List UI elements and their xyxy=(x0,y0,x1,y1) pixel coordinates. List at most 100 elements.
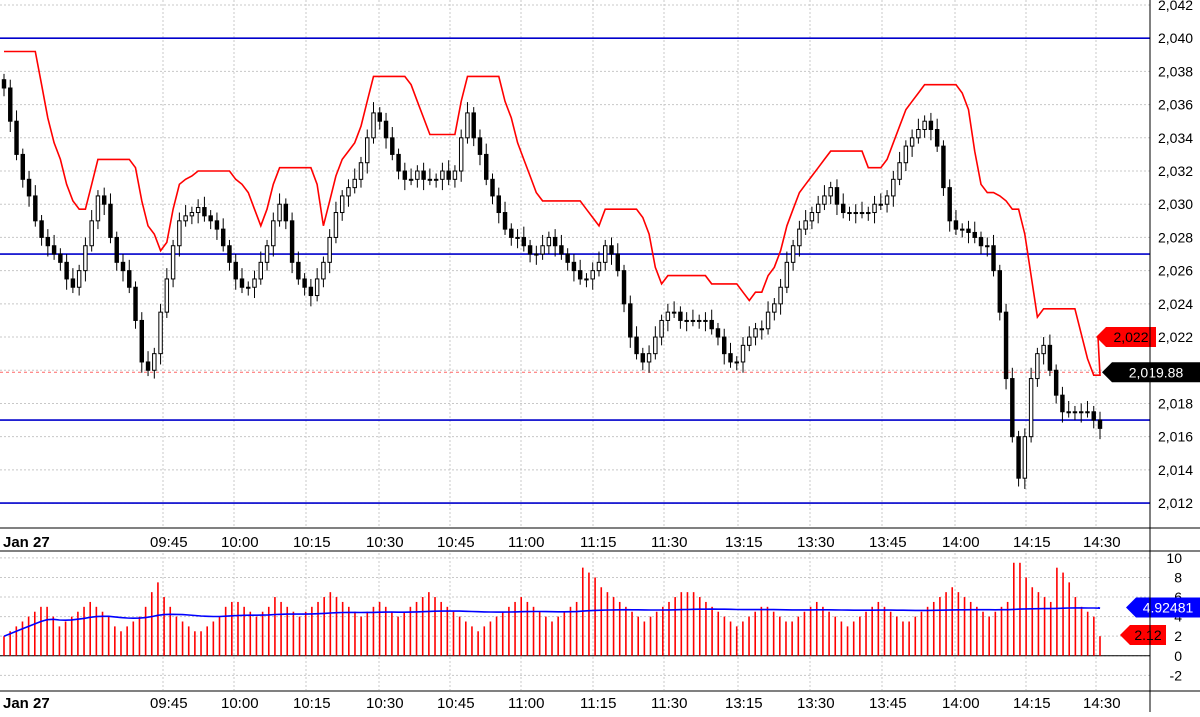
candle xyxy=(765,311,771,330)
volume-time-label: 11:00 xyxy=(508,695,544,712)
candle xyxy=(609,245,614,255)
candle xyxy=(815,203,821,214)
candle xyxy=(458,137,464,172)
candle xyxy=(296,261,301,280)
price-time-label: 10:00 xyxy=(221,534,259,551)
price-tick-label: 2,034 xyxy=(1158,130,1193,146)
candle xyxy=(1041,344,1046,355)
candle xyxy=(64,261,69,280)
candle xyxy=(1053,369,1059,396)
price-red-line xyxy=(4,50,1101,377)
volume-time-label: 13:30 xyxy=(797,695,835,712)
price-tick-label: 2,018 xyxy=(1158,395,1193,411)
price-time-label: Jan 27 xyxy=(3,534,50,551)
candle xyxy=(108,203,113,238)
price-time-label: 10:45 xyxy=(437,534,475,551)
volume-tick-label: 6 xyxy=(1174,589,1182,605)
candle xyxy=(139,319,145,363)
price-tick-label: 2,026 xyxy=(1158,263,1193,279)
candle xyxy=(421,170,426,180)
volume-last-tag-shape xyxy=(1120,625,1166,646)
candle xyxy=(884,195,890,205)
candle xyxy=(715,328,721,338)
candle xyxy=(26,178,32,197)
volume-time-label: 10:15 xyxy=(293,695,331,712)
candle xyxy=(101,195,107,205)
candle xyxy=(978,236,984,247)
price-tick-label: 2,038 xyxy=(1158,63,1193,79)
candle xyxy=(158,311,163,355)
candle xyxy=(321,261,326,280)
candle xyxy=(114,236,119,263)
candle xyxy=(227,245,232,263)
volume-time-label: 14:15 xyxy=(1013,695,1051,712)
candle xyxy=(515,236,520,239)
candle xyxy=(552,236,558,247)
price-tick-label: 2,022 xyxy=(1158,329,1193,345)
candle xyxy=(120,261,126,272)
candle xyxy=(690,319,696,322)
candle xyxy=(358,162,364,180)
volume-tick-label: 2 xyxy=(1174,628,1182,644)
candle xyxy=(233,261,238,280)
price-time-label: 14:00 xyxy=(942,534,980,551)
candle xyxy=(8,87,13,122)
candle xyxy=(753,328,758,338)
candle xyxy=(809,212,815,222)
candle xyxy=(346,187,351,197)
candle xyxy=(534,253,539,256)
candle xyxy=(778,286,783,305)
candle xyxy=(484,153,489,180)
price-time-label: 11:30 xyxy=(651,534,687,551)
candle xyxy=(51,245,57,255)
candle xyxy=(76,270,82,288)
price-tick-label: 2,016 xyxy=(1158,429,1193,445)
candle xyxy=(490,178,495,197)
price-time-label: 14:30 xyxy=(1083,534,1121,551)
candle xyxy=(452,170,458,180)
candle xyxy=(803,220,808,230)
candle xyxy=(922,120,927,131)
candle xyxy=(252,278,257,288)
candle xyxy=(302,278,307,288)
candle xyxy=(83,245,88,272)
candle xyxy=(853,212,858,215)
average-line-tag-shape xyxy=(1126,597,1200,618)
candle xyxy=(584,278,589,281)
candle xyxy=(202,207,207,217)
candle xyxy=(759,328,765,331)
current-price-tag-text: 2,019.88 xyxy=(1129,364,1184,380)
price-time-label: 11:00 xyxy=(508,534,544,551)
candle xyxy=(841,203,846,214)
candle xyxy=(327,236,332,263)
candle xyxy=(859,212,865,215)
candle xyxy=(947,187,952,222)
price-tick-label: 2,042 xyxy=(1158,0,1193,13)
candle xyxy=(684,319,689,322)
candle xyxy=(195,207,201,214)
price-time-label: 14:15 xyxy=(1013,534,1051,551)
candle xyxy=(916,129,921,139)
candle xyxy=(897,162,902,180)
red-line-tag: 2,022 xyxy=(1096,327,1156,348)
candle xyxy=(365,137,370,164)
candle xyxy=(1022,436,1028,479)
candle xyxy=(747,336,752,346)
candle xyxy=(928,120,934,131)
candle xyxy=(546,236,552,247)
candle xyxy=(58,253,63,263)
volume-time-label: 13:45 xyxy=(869,695,907,712)
candle xyxy=(1085,411,1090,414)
volume-time-label: 11:30 xyxy=(651,695,687,712)
candle xyxy=(665,311,671,321)
average-line-tag: 4.92481 xyxy=(1126,597,1200,618)
candle xyxy=(1066,411,1071,414)
candle xyxy=(703,319,708,322)
candle xyxy=(640,353,646,363)
candle xyxy=(1003,311,1009,380)
red-line-series xyxy=(4,50,1101,377)
candle xyxy=(152,353,157,371)
candle xyxy=(772,303,777,313)
candle xyxy=(402,170,408,180)
